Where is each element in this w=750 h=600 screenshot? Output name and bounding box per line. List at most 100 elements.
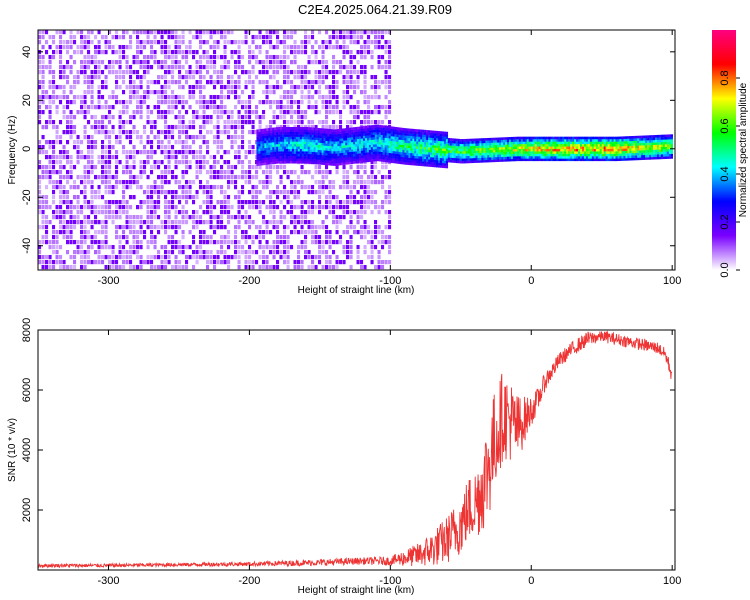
- spectrogram-ridge-cell: [368, 152, 372, 155]
- spectrogram-ridge-cell: [420, 134, 423, 137]
- spectrogram-cell: [227, 60, 231, 65]
- spectrogram-cell: [90, 140, 94, 145]
- spectrogram-cell: [220, 165, 224, 170]
- spectrogram-ridge-cell: [260, 150, 263, 154]
- spectrogram-cell: [335, 125, 339, 130]
- spectrogram-cell: [108, 260, 112, 265]
- spectrogram-cell: [237, 155, 241, 160]
- spectrogram-cell: [384, 40, 388, 45]
- spectrogram-cell: [185, 135, 189, 140]
- spectrogram-cell: [286, 235, 290, 240]
- spectrogram-ridge-cell: [311, 137, 314, 140]
- spectrogram-ridge-cell: [491, 140, 494, 143]
- spectrogram-cell: [111, 145, 115, 150]
- spectrogram-cell: [388, 120, 392, 125]
- spectrogram-ridge-cell: [416, 136, 419, 140]
- spectrogram-cell: [125, 260, 129, 265]
- spectrogram-cell: [38, 160, 42, 165]
- spectrogram-ridge-cell: [481, 155, 484, 158]
- spectrogram-cell: [108, 160, 112, 165]
- spectrogram-cell: [129, 100, 133, 105]
- spectrogram-cell: [181, 105, 185, 110]
- spectrogram-ridge-cell: [278, 156, 281, 159]
- spectrogram-cell: [332, 265, 336, 270]
- spectrogram-ridge-cell: [256, 156, 259, 159]
- spectrogram-ridge-cell: [376, 129, 379, 133]
- spectrogram-cell: [185, 200, 189, 205]
- spectrogram-cell: [314, 190, 318, 195]
- spectrogram-cell: [104, 230, 108, 235]
- spectrogram-cell: [377, 80, 381, 85]
- spectrogram-ridge-cell: [307, 148, 310, 152]
- spectrogram-cell: [202, 200, 206, 205]
- spectrogram-ridge-cell: [491, 152, 494, 155]
- spectrogram-ridge-cell: [392, 131, 395, 135]
- spectrogram-ridge-cell: [366, 135, 370, 138]
- spectrogram-cell: [90, 165, 94, 170]
- spectrogram-cell: [174, 205, 178, 210]
- spectrogram-ridge-cell: [286, 146, 289, 149]
- spectrogram-ridge-cell: [386, 138, 389, 141]
- spectrogram-ridge-cell: [437, 133, 441, 137]
- spectrogram-cell: [293, 45, 297, 50]
- spectrogram-cell: [66, 205, 70, 210]
- spectrogram-cell: [339, 205, 343, 210]
- spectrogram-ridge-cell: [465, 146, 468, 149]
- spectrogram-cell: [349, 165, 353, 170]
- spectrogram-cell: [178, 180, 182, 185]
- spectrogram-cell: [272, 100, 276, 105]
- spectrogram-cell: [325, 165, 329, 170]
- spectrogram-cell: [237, 110, 241, 115]
- spectrogram-cell: [279, 215, 283, 220]
- spectrogram-cell: [195, 155, 199, 160]
- spectrogram-cell: [97, 30, 101, 35]
- spectrogram-ridge-cell: [463, 155, 466, 159]
- spectrogram-cell: [269, 40, 273, 45]
- spectrogram-cell: [335, 165, 339, 170]
- spectrogram-cell: [349, 185, 353, 190]
- spectrogram-cell: [363, 200, 367, 205]
- spectrogram-cell: [286, 210, 290, 215]
- spectrogram-cell: [83, 90, 87, 95]
- spectrogram-cell: [356, 180, 360, 185]
- spectrogram-cell: [237, 245, 241, 250]
- spectrogram-cell: [97, 125, 101, 130]
- spectrogram-ridge-cell: [455, 158, 458, 161]
- spectrogram-cell: [104, 50, 108, 55]
- spectrogram-ridge-cell: [262, 148, 265, 151]
- spectrogram-cell: [241, 245, 245, 250]
- spectrogram-ridge-cell: [268, 140, 271, 143]
- spectrogram-cell: [80, 180, 84, 185]
- spectrogram-cell: [132, 235, 136, 240]
- spectrogram-ridge-cell: [359, 136, 362, 139]
- spectrogram-ridge-cell: [333, 131, 336, 135]
- spectrogram-ridge-cell: [349, 159, 352, 162]
- spectrogram-cell: [388, 195, 392, 200]
- spectrogram-ridge-cell: [457, 160, 460, 164]
- spectrogram-ridge-cell: [323, 155, 326, 158]
- spectrogram-ridge-cell: [339, 136, 342, 139]
- spectrogram-cell: [307, 170, 311, 175]
- spectrogram-cell: [185, 165, 189, 170]
- spectrogram-cell: [101, 60, 105, 65]
- spectrogram-cell: [45, 125, 49, 130]
- spectrogram-cell: [276, 165, 280, 170]
- spectrogram-cell: [185, 100, 189, 105]
- spectrogram-cell: [171, 135, 175, 140]
- spectrogram-ridge-cell: [473, 160, 476, 163]
- spectrogram-cell: [269, 230, 273, 235]
- spectrogram-cell: [80, 235, 84, 240]
- spectrogram-cell: [66, 175, 70, 180]
- spectrogram-ridge-cell: [270, 130, 273, 133]
- spectrogram-ridge-cell: [370, 149, 374, 153]
- spectrogram-ridge-cell: [430, 159, 433, 163]
- spectrogram-cell: [311, 200, 315, 205]
- spectrogram-ridge-cell: [406, 130, 409, 134]
- spectrogram-cell: [216, 55, 220, 60]
- spectrogram-ridge-cell: [282, 141, 285, 145]
- spectrogram-cell: [150, 190, 154, 195]
- spectrogram-cell: [52, 165, 56, 170]
- spectrogram-cell: [59, 45, 63, 50]
- spectrogram-cell: [87, 30, 91, 35]
- spectrogram-cell: [241, 235, 245, 240]
